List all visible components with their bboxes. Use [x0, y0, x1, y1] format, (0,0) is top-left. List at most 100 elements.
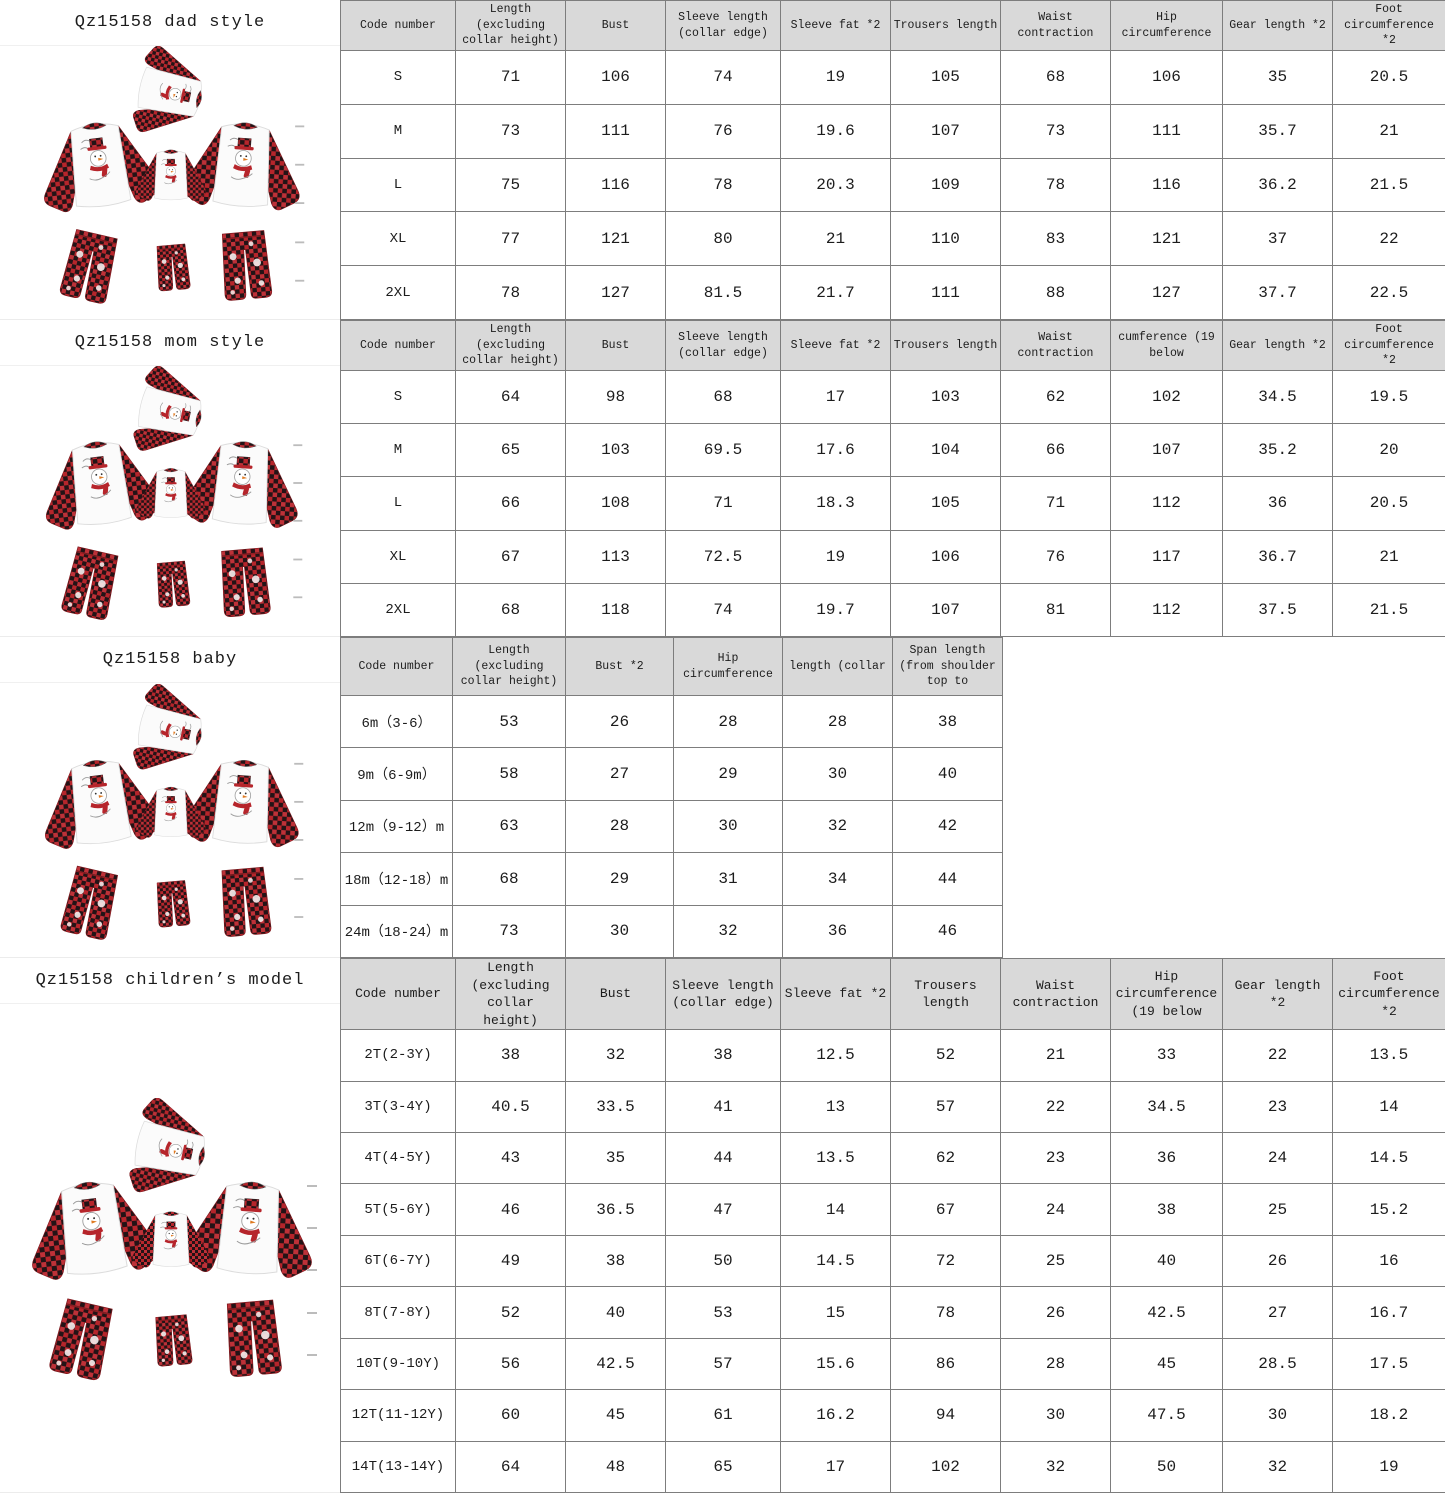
measurement-cell: 118 — [565, 582, 666, 638]
column-header: Length (excluding collar height) — [455, 957, 566, 1031]
measurement-cell: 83 — [1000, 211, 1111, 267]
measurement-cell: 71 — [665, 476, 781, 531]
measurement-cell: 41 — [665, 1080, 781, 1134]
measurement-cell: 116 — [1110, 157, 1223, 213]
section-baby: Qz15158 baby Code number Length (excludin… — [0, 637, 1445, 959]
measurement-cell: 47 — [665, 1183, 781, 1236]
measurement-cell: 38 — [455, 1029, 566, 1082]
measurement-cell: 38 — [665, 1029, 781, 1082]
measurement-cell: 71 — [455, 50, 566, 105]
column-header: Sleeve length (collar edge) — [665, 957, 781, 1031]
column-header: Sleeve fat *2 — [780, 0, 891, 51]
baby-left-panel: Qz15158 baby — [0, 637, 340, 958]
measurement-cell: 25 — [1000, 1234, 1111, 1288]
size-row: 8T(7-8Y) 52 40 53 15 78 26 42.5 27 16.7 — [340, 1286, 1445, 1339]
measurement-cell: 27 — [1222, 1286, 1333, 1339]
measurement-cell: 65 — [455, 423, 566, 478]
measurement-cell: 28.5 — [1222, 1337, 1333, 1391]
measurement-cell: 121 — [565, 211, 666, 267]
measurement-cell: 32 — [565, 1029, 666, 1082]
size-row: 9m（6-9m） 58 27 29 30 40 — [340, 747, 1003, 801]
size-row: 6m（3-6） 53 26 28 28 38 — [340, 694, 1003, 749]
measurement-cell: 57 — [890, 1080, 1001, 1134]
measurement-cell: 12.5 — [780, 1029, 891, 1082]
column-header: Code number — [340, 0, 456, 51]
column-header: Length (excluding collar height) — [455, 320, 566, 371]
size-code-cell: 18m（12-18）m — [340, 852, 453, 906]
measurement-cell: 47.5 — [1110, 1389, 1223, 1442]
measurement-cell: 22 — [1000, 1080, 1111, 1134]
measurement-cell: 21 — [780, 211, 891, 267]
measurement-cell: 28 — [673, 694, 783, 749]
measurement-cell: 76 — [665, 103, 781, 159]
measurement-cell: 78 — [665, 157, 781, 213]
measurement-cell: 22.5 — [1332, 265, 1445, 320]
column-header: Hip circumference (19 below — [1110, 957, 1223, 1031]
column-header: Hip circumference — [673, 637, 783, 696]
measurement-cell: 102 — [1110, 369, 1223, 425]
measurement-cell: 23 — [1000, 1132, 1111, 1185]
measurement-cell: 24 — [1000, 1183, 1111, 1236]
dad-size-table-area: Code number Length (excluding collar heig… — [340, 0, 1445, 320]
measurement-cell: 107 — [890, 103, 1001, 159]
measurement-cell: 48 — [565, 1440, 666, 1493]
measurement-cell: 76 — [1000, 529, 1111, 584]
size-row: XL 67 113 72.5 19 106 76 117 36.7 21 — [340, 529, 1445, 584]
measurement-cell: 36.7 — [1222, 529, 1333, 584]
measurement-cell: 42 — [892, 799, 1003, 854]
measurement-cell: 68 — [1000, 50, 1111, 105]
measurement-cell: 106 — [890, 529, 1001, 584]
size-row: 18m（12-18）m 68 29 31 34 44 — [340, 852, 1003, 906]
measurement-cell: 117 — [1110, 529, 1223, 584]
measurement-cell: 66 — [455, 476, 566, 531]
measurement-cell: 106 — [565, 50, 666, 105]
measurement-cell: 28 — [782, 694, 893, 749]
measurement-cell: 20.5 — [1332, 476, 1445, 531]
measurement-cell: 38 — [565, 1234, 666, 1288]
measurement-cell: 121 — [1110, 211, 1223, 267]
measurement-cell: 68 — [452, 852, 566, 906]
measurement-cell: 52 — [890, 1029, 1001, 1082]
measurement-cell: 14.5 — [780, 1234, 891, 1288]
size-code-cell: XL — [340, 529, 456, 584]
measurement-cell: 40 — [565, 1286, 666, 1339]
measurement-cell: 113 — [565, 529, 666, 584]
section-title: Qz15158 dad style — [0, 0, 340, 46]
size-row: 2XL 68 118 74 19.7 107 81 112 37.5 21.5 — [340, 582, 1445, 638]
size-code-cell: M — [340, 423, 456, 478]
column-header: Trousers length — [890, 957, 1001, 1031]
measurement-cell: 14.5 — [1332, 1132, 1445, 1185]
measurement-cell: 49 — [455, 1234, 566, 1288]
measurement-cell: 45 — [565, 1389, 666, 1442]
measurement-cell: 66 — [1000, 423, 1111, 478]
measurement-cell: 64 — [455, 369, 566, 425]
size-code-cell: L — [340, 476, 456, 531]
size-row: 2XL 78 127 81.5 21.7 111 88 127 37.7 22.5 — [340, 265, 1445, 320]
mom-left-panel: Qz15158 mom style — [0, 320, 340, 637]
column-header: Gear length *2 — [1222, 0, 1333, 51]
measurement-cell: 88 — [1000, 265, 1111, 320]
measurement-cell: 38 — [892, 694, 1003, 749]
column-header: Foot circumference *2 — [1332, 320, 1445, 371]
measurement-cell: 32 — [1222, 1440, 1333, 1493]
size-table: Code number Length (excluding collar heig… — [340, 320, 1445, 638]
measurement-cell: 18.2 — [1332, 1389, 1445, 1442]
column-header: Foot circumference *2 — [1332, 0, 1445, 51]
column-header: Waist contraction — [1000, 0, 1111, 51]
column-header: Sleeve fat *2 — [780, 320, 891, 371]
baby-size-table-area: Code number Length (excluding collar heig… — [340, 637, 1003, 959]
measurement-cell: 45 — [1110, 1337, 1223, 1391]
measurement-cell: 72 — [890, 1234, 1001, 1288]
measurement-cell: 35 — [565, 1132, 666, 1185]
dad-left-panel: Qz15158 dad style — [0, 0, 340, 320]
measurement-cell: 16.7 — [1332, 1286, 1445, 1339]
column-header: Hip circumference — [1110, 0, 1223, 51]
measurement-cell: 40 — [892, 747, 1003, 801]
measurement-cell: 20 — [1332, 423, 1445, 478]
measurement-cell: 37.7 — [1222, 265, 1333, 320]
plaid-pajamas-graphic — [33, 46, 307, 319]
measurement-cell: 32 — [782, 799, 893, 854]
measurement-cell: 65 — [665, 1440, 781, 1493]
measurement-cell: 35 — [1222, 50, 1333, 105]
measurement-cell: 19 — [1332, 1440, 1445, 1493]
